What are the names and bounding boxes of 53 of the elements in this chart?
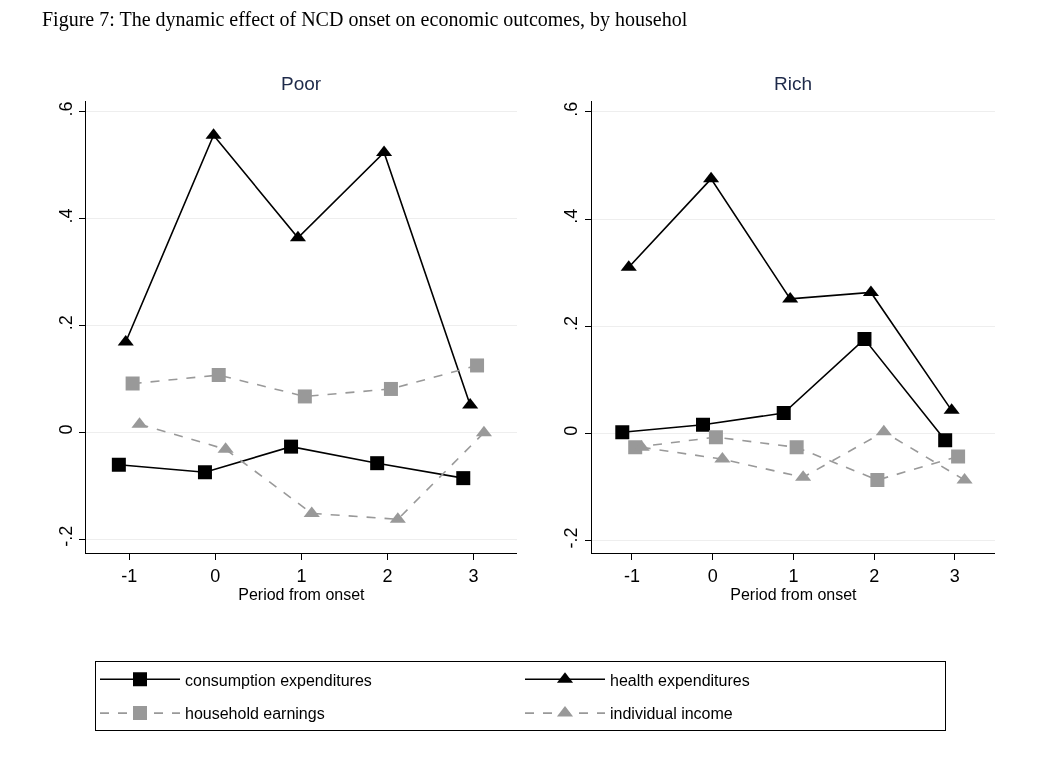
point (111, 457, 126, 472)
x-tick-label: 1 (296, 566, 307, 587)
y-tick-label: 0 (561, 425, 582, 436)
legend-label: household earnings (185, 705, 325, 723)
y-tick-label: 0 (55, 424, 76, 435)
x-axis-title: Period from onset (730, 586, 858, 604)
legend-label: consumption expenditures (185, 671, 372, 689)
point (938, 433, 953, 448)
point (297, 389, 312, 404)
point (708, 430, 723, 445)
x-tick-label: 2 (382, 566, 393, 587)
point (125, 376, 140, 391)
point (782, 291, 799, 303)
x-tick-label: 0 (210, 566, 221, 587)
x-axis-title: Period from onset (238, 586, 366, 604)
y-tick-label: .6 (55, 101, 76, 117)
point (370, 456, 385, 471)
caption: Figure 7: The dynamic effect of NCD onset on economic outcomes, by househol (42, 8, 688, 31)
x-tick-label: -1 (623, 566, 640, 587)
y-tick-label: .6 (561, 101, 582, 117)
point (197, 465, 212, 480)
point (615, 425, 630, 440)
point (951, 449, 966, 464)
point (875, 424, 892, 436)
point (870, 473, 885, 488)
point (857, 332, 872, 347)
x-tick-label: -1 (121, 566, 138, 587)
y-tick-label: -.2 (55, 525, 76, 547)
chart-title: Poor (281, 73, 322, 94)
point (776, 406, 791, 421)
point (284, 439, 299, 454)
x-tick-label: 3 (949, 566, 960, 587)
y-tick-label: .2 (561, 316, 582, 332)
legend-label: health expenditures (610, 671, 750, 689)
x-tick-label: 1 (788, 566, 799, 587)
point (117, 334, 134, 346)
point (696, 417, 711, 432)
point (456, 471, 471, 486)
x-tick-label: 2 (869, 566, 880, 587)
y-tick-label: .2 (55, 315, 76, 331)
y-tick-label: .4 (55, 208, 76, 224)
y-tick-label: .4 (561, 208, 582, 224)
y-tick-label: -.2 (561, 527, 582, 549)
point (383, 381, 398, 396)
point (470, 358, 485, 373)
legend-label: individual income (610, 705, 733, 723)
point (211, 368, 226, 383)
point (789, 440, 804, 455)
point (703, 171, 720, 183)
x-tick-label: 3 (468, 566, 479, 587)
chart-title: Rich (774, 73, 813, 94)
x-tick-label: 0 (707, 566, 718, 587)
point (462, 397, 479, 409)
